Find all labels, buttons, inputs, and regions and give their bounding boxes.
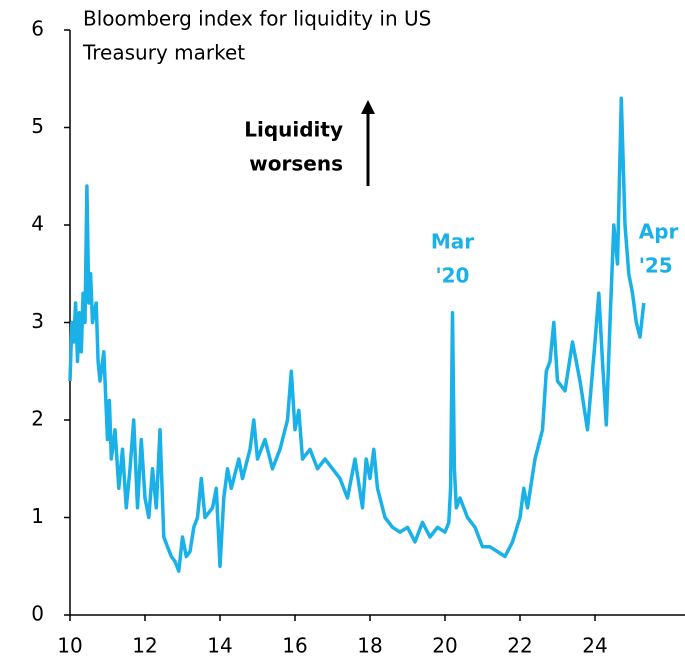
x-tick-label: 22 (507, 634, 532, 658)
x-tick-label: 14 (207, 634, 232, 658)
annotation: Mar (431, 229, 474, 253)
chart-title: Treasury market (82, 41, 245, 65)
y-tick-label: 6 (31, 17, 44, 41)
note: worsens (249, 152, 343, 176)
x-tick-label: 18 (357, 634, 382, 658)
y-tick-label: 0 (31, 602, 44, 626)
arrow-head (361, 100, 375, 114)
annotation: '20 (436, 263, 470, 287)
x-tick-label: 24 (582, 634, 607, 658)
y-tick-label: 3 (31, 309, 44, 333)
y-tick-label: 4 (31, 212, 44, 236)
y-tick-label: 1 (31, 504, 44, 528)
x-tick-label: 10 (57, 634, 82, 658)
x-tick-label: 20 (432, 634, 457, 658)
y-tick-label: 5 (31, 114, 44, 138)
line (68, 96, 646, 573)
annotation: Apr (639, 220, 679, 244)
note: Liquidity (244, 118, 343, 142)
x-tick-label: 12 (132, 634, 157, 658)
chart-title: Bloomberg index for liquidity in US (83, 7, 431, 31)
y-tick-label: 2 (31, 407, 44, 431)
annotation: '25 (639, 254, 673, 278)
x-tick-label: 16 (282, 634, 307, 658)
